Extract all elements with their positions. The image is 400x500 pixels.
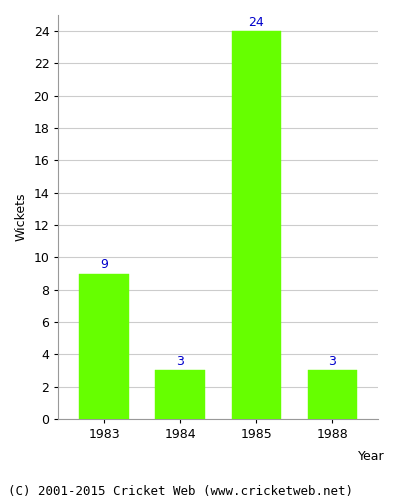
Bar (308, 370, 357, 419)
Text: 9: 9 (100, 258, 108, 271)
Bar (156, 370, 205, 419)
Bar (79, 274, 129, 419)
Text: 3: 3 (328, 355, 336, 368)
Text: 3: 3 (176, 355, 184, 368)
Text: Year: Year (358, 450, 385, 462)
Bar (232, 31, 281, 419)
Text: (C) 2001-2015 Cricket Web (www.cricketweb.net): (C) 2001-2015 Cricket Web (www.cricketwe… (8, 484, 353, 498)
Text: 24: 24 (248, 16, 264, 28)
Y-axis label: Wickets: Wickets (15, 192, 28, 241)
